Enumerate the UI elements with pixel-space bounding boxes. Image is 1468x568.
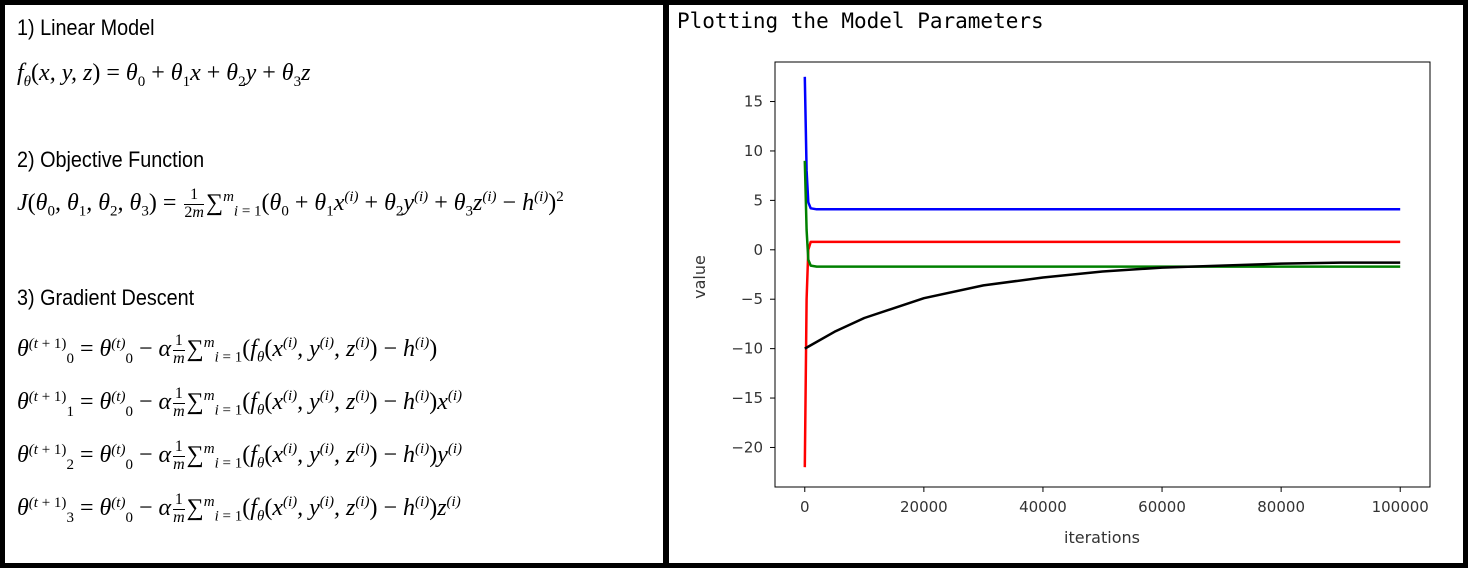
y-tick-label: 10 — [744, 142, 763, 160]
x-tick-label: 80000 — [1257, 498, 1305, 516]
series-layer — [803, 76, 1401, 468]
series-line-3 — [803, 160, 1401, 268]
update-rule-theta1: θ(t + 1)1 = θ(t)0 − α 1 m ∑mi = 1(fθ(x(i), … — [17, 385, 463, 421]
series-line-1 — [803, 76, 1401, 211]
x-axis-label: iterations — [1064, 528, 1140, 547]
line-chart: 0 20000 40000 60000 80000 100000 15 10 5 0 −5 −10 −… — [690, 61, 1431, 547]
x-tick-label: 60000 — [1138, 498, 1186, 516]
x-tick-label: 20000 — [900, 498, 948, 516]
series-line-2 — [803, 240, 1401, 468]
objective-function-heading: 2) Objective Function — [17, 147, 205, 172]
formula-panel: 1) Linear Model fθ(x, y, z) = θ0 + θ1x +… — [5, 5, 663, 563]
update-rule-theta2: θ(t + 1)2 = θ(t)0 − α 1 m ∑mi = 1(fθ(x(i), … — [17, 438, 463, 474]
y-axis-label: value — [690, 255, 709, 299]
y-tick-label: −20 — [731, 438, 763, 456]
update-rule-theta0: θ(t + 1)0 = θ(t)0 − α 1 m ∑mi = 1(fθ(x(i), … — [17, 332, 438, 368]
y-tick-label: −10 — [731, 340, 763, 358]
x-tick-label: 0 — [800, 498, 810, 516]
linear-model-heading: 1) Linear Model — [17, 15, 155, 40]
chart-panel: Plotting the Model Parameters 0 20000 4000… — [669, 5, 1463, 563]
update-rule-theta3: θ(t + 1)3 = θ(t)0 − α 1 m ∑mi = 1(fθ(x(i), … — [17, 491, 461, 527]
y-tick-label: −5 — [741, 290, 763, 308]
gradient-descent-heading: 3) Gradient Descent — [17, 285, 195, 310]
objective-function-equation: J(θ0, θ1, θ2, θ3) = 1 2m ∑mi = 1(θ0 + θ1x(… — [17, 186, 564, 221]
y-tick-label: 5 — [753, 191, 763, 209]
x-axis: 0 20000 40000 60000 80000 100000 — [800, 487, 1429, 516]
series-line-4 — [804, 261, 1401, 350]
y-tick-label: 15 — [744, 93, 763, 111]
y-tick-label: −15 — [731, 389, 763, 407]
chart-title: Plotting the Model Parameters — [677, 9, 1044, 33]
x-tick-label: 100000 — [1372, 498, 1429, 516]
plot-frame — [774, 61, 1431, 488]
linear-model-equation: fθ(x, y, z) = θ0 + θ1x + θ2y + θ3z — [17, 60, 311, 90]
y-axis: 15 10 5 0 −5 −10 −15 −20 — [731, 93, 775, 456]
x-tick-label: 40000 — [1019, 498, 1067, 516]
y-tick-label: 0 — [753, 241, 763, 259]
